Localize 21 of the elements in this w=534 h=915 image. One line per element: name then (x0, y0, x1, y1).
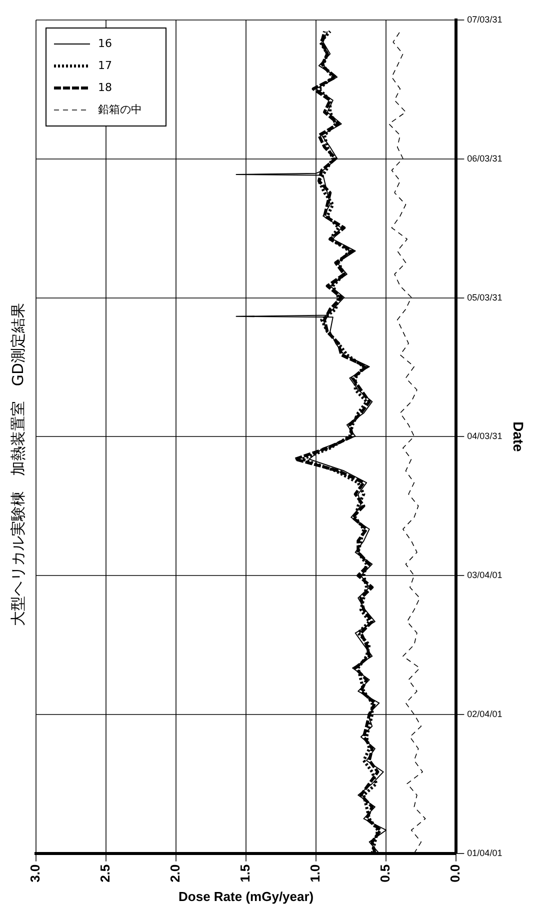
x-tick-label: 0.5 (378, 864, 393, 882)
x-tick-label: 3.0 (28, 864, 43, 882)
y-tick-label: 02/04/01 (467, 708, 502, 719)
x-tick-label: 0.0 (448, 864, 463, 882)
text: 大型ヘリカル実験棟 加熱装置室 GD測定結果 (8, 302, 27, 626)
y-tick-label: 03/04/01 (467, 570, 502, 580)
legend-label: 16 (98, 36, 112, 50)
y-tick-label: 05/03/31 (467, 292, 502, 302)
legend-label: 18 (98, 80, 112, 94)
x-tick-label: 1.5 (238, 864, 253, 882)
legend-label: 鉛箱の中 (98, 102, 142, 116)
y-tick-label: 01/04/01 (467, 848, 502, 858)
x-tick-label: 2.5 (98, 864, 113, 882)
y-tick-label: 06/03/31 (467, 153, 502, 164)
x-tick-label: 2.0 (168, 864, 183, 882)
y-tick-label: 04/03/31 (467, 431, 502, 442)
legend-label: 17 (98, 58, 112, 72)
x-axis-title: Dose Rate (mGy/year) (178, 888, 314, 904)
y-tick-label: 07/03/31 (467, 14, 502, 24)
x-tick-label: 1.0 (308, 864, 323, 882)
y-axis-title: Date (510, 421, 527, 452)
